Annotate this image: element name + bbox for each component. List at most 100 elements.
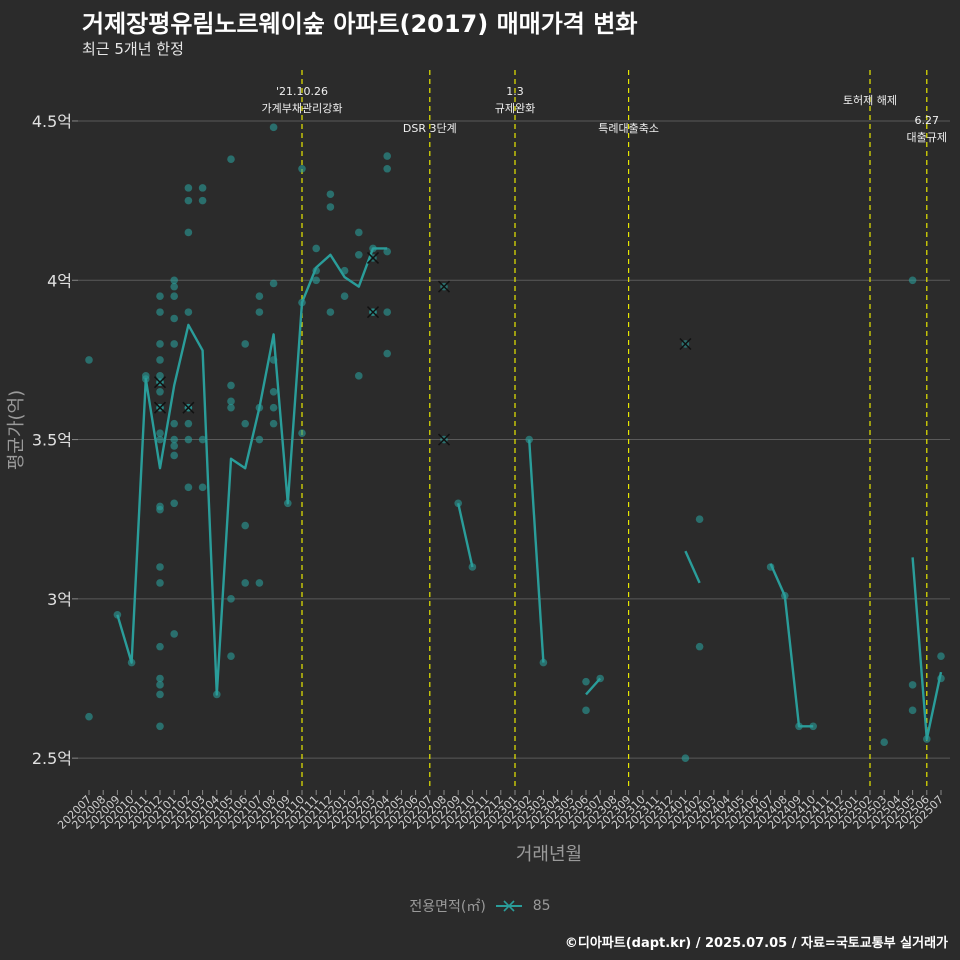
data-point bbox=[85, 356, 93, 364]
data-point bbox=[184, 483, 193, 492]
series-line bbox=[585, 677, 602, 696]
data-point bbox=[695, 515, 704, 524]
data-point bbox=[355, 250, 363, 259]
data-point bbox=[198, 435, 207, 444]
data-point bbox=[156, 505, 164, 514]
series-line bbox=[769, 563, 814, 728]
cancelled-cross bbox=[437, 280, 451, 293]
data-point bbox=[170, 276, 178, 285]
data-point bbox=[156, 722, 164, 731]
data-point bbox=[525, 435, 533, 444]
data-point bbox=[85, 712, 93, 721]
data-point bbox=[326, 203, 335, 211]
data-point bbox=[184, 308, 193, 316]
series-line bbox=[684, 550, 701, 584]
data-point bbox=[582, 677, 590, 686]
data-point bbox=[170, 499, 178, 508]
data-point bbox=[269, 403, 278, 412]
y-tick-label: 3.5억 bbox=[32, 431, 72, 450]
y-axis-title: 평균가(억) bbox=[6, 390, 27, 470]
legend-title: 전용면적(㎡) bbox=[409, 899, 486, 915]
series-line bbox=[457, 503, 474, 568]
series-line bbox=[116, 247, 388, 696]
cancelled-mark bbox=[366, 306, 380, 319]
data-point bbox=[170, 314, 178, 323]
data-point bbox=[269, 387, 278, 396]
cancelled-mark bbox=[153, 401, 167, 414]
legend-line-cross-icon bbox=[496, 900, 523, 912]
chart-subtitle: 최근 5개년 한정 bbox=[82, 40, 184, 58]
event-label: 6.27 bbox=[915, 114, 940, 127]
data-point bbox=[170, 435, 178, 444]
data-point bbox=[454, 499, 463, 508]
data-point bbox=[255, 292, 264, 300]
data-point bbox=[582, 706, 590, 715]
cancelled-cross bbox=[437, 433, 451, 446]
data-point bbox=[298, 164, 306, 173]
data-point bbox=[156, 674, 164, 683]
data-point bbox=[184, 419, 193, 428]
data-point bbox=[937, 652, 945, 660]
data-point bbox=[312, 276, 321, 285]
event-label: '21.10.26 bbox=[276, 85, 328, 98]
data-point bbox=[255, 435, 264, 444]
data-point bbox=[681, 754, 690, 762]
data-point bbox=[184, 184, 193, 192]
data-point bbox=[142, 372, 150, 380]
cancelled-mark bbox=[437, 433, 451, 446]
data-point bbox=[156, 292, 164, 300]
data-point bbox=[383, 247, 392, 256]
data-point bbox=[156, 372, 164, 380]
data-point bbox=[113, 610, 122, 619]
data-point bbox=[156, 435, 164, 444]
cancelled-cross bbox=[153, 401, 167, 414]
data-point bbox=[156, 681, 164, 689]
data-point bbox=[298, 429, 306, 437]
data-point bbox=[170, 282, 178, 291]
data-point bbox=[156, 642, 164, 651]
data-point bbox=[198, 483, 207, 492]
data-point bbox=[355, 228, 363, 237]
data-point bbox=[269, 123, 278, 132]
data-point bbox=[156, 340, 164, 348]
data-point bbox=[170, 340, 178, 348]
data-point bbox=[880, 738, 888, 747]
event-label: 규제완화 bbox=[495, 102, 535, 115]
data-point bbox=[312, 244, 321, 253]
cancelled-cross bbox=[182, 401, 195, 414]
series-line bbox=[528, 439, 545, 663]
data-point bbox=[156, 690, 164, 699]
data-point bbox=[227, 155, 235, 164]
data-point bbox=[170, 451, 178, 460]
data-point bbox=[255, 308, 264, 316]
y-tick-label: 4.5억 bbox=[32, 112, 72, 131]
data-point bbox=[156, 308, 164, 316]
cancelled-mark bbox=[182, 401, 195, 414]
data-point bbox=[241, 419, 249, 428]
cancelled-mark bbox=[437, 280, 451, 293]
series-line bbox=[911, 557, 943, 741]
data-point bbox=[170, 292, 178, 300]
data-point bbox=[227, 397, 235, 406]
cancelled-mark bbox=[366, 251, 380, 264]
data-point bbox=[383, 152, 392, 160]
chart-title: 거제장평유림노르웨이숲 아파트(2017) 매매가격 변화 bbox=[82, 10, 638, 38]
cancelled-mark bbox=[153, 376, 167, 389]
data-point bbox=[326, 308, 335, 316]
data-point bbox=[156, 356, 164, 364]
event-label: 대출규제 bbox=[907, 131, 947, 144]
data-point bbox=[241, 521, 249, 530]
data-point bbox=[355, 372, 363, 380]
data-point bbox=[383, 308, 392, 316]
data-point bbox=[198, 184, 207, 192]
data-point bbox=[340, 292, 349, 300]
source-caption: ©디아파트(dapt.kr) / 2025.07.05 / 자료=국토교통부 실… bbox=[564, 936, 948, 951]
data-point bbox=[383, 164, 392, 173]
data-point bbox=[241, 340, 249, 348]
legend-entry-85: 85 bbox=[532, 898, 551, 914]
data-point bbox=[156, 387, 164, 396]
x-axis-title: 거래년월 bbox=[516, 844, 582, 865]
cancelled-mark bbox=[679, 337, 692, 351]
data-point bbox=[184, 196, 193, 205]
cancelled-cross bbox=[366, 306, 380, 319]
